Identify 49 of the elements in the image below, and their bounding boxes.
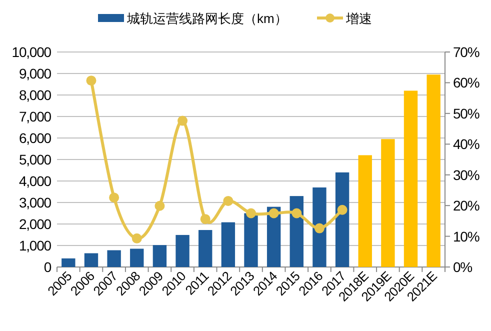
y-tick-label: 4,000	[18, 173, 52, 189]
bar	[176, 234, 190, 267]
bar	[84, 253, 98, 267]
point	[200, 214, 210, 224]
bar	[107, 250, 121, 267]
bar	[152, 245, 167, 267]
y2-tick-label: 40%	[453, 136, 480, 152]
point	[178, 116, 188, 126]
bar	[358, 155, 372, 267]
bar	[221, 222, 236, 267]
bar	[244, 213, 258, 267]
y-tick-label: 9,000	[18, 66, 52, 82]
y-tick-label: 6,000	[18, 130, 52, 146]
bar	[198, 230, 212, 267]
y-tick-label: 5,000	[18, 152, 52, 168]
point	[223, 196, 234, 206]
legend-label: 增速	[345, 11, 372, 26]
bar	[312, 187, 326, 267]
y-tick-label: 3,000	[18, 194, 52, 210]
y-tick-label: 8,000	[18, 87, 52, 103]
y2-tick-label: 70%	[453, 44, 480, 60]
point	[292, 208, 302, 218]
y-tick-label: 1,000	[18, 238, 52, 254]
y2-tick-label: 20%	[453, 198, 480, 214]
legend-label: 城轨运营线路网长度（km）	[126, 11, 288, 26]
point	[246, 208, 256, 218]
bar	[290, 196, 304, 267]
y-tick-label: 7,000	[18, 108, 52, 124]
bar	[381, 139, 395, 267]
point	[132, 233, 142, 244]
y2-tick-label: 30%	[453, 166, 480, 183]
point	[109, 192, 120, 203]
y-tick-label: 10,000	[12, 44, 52, 60]
point	[314, 223, 324, 234]
y2-tick-label: 50%	[453, 105, 480, 122]
y-tick-label: 0	[44, 259, 52, 275]
y2-tick-label: 0%	[453, 259, 472, 275]
bar	[130, 248, 144, 267]
y-tick-label: 2,000	[18, 216, 52, 232]
point	[154, 200, 165, 211]
bar	[62, 258, 76, 267]
point	[268, 208, 279, 218]
y2-tick-label: 60%	[453, 74, 480, 91]
y2-tick-label: 10%	[453, 228, 480, 244]
bar	[426, 74, 440, 267]
bar	[335, 172, 350, 267]
bar	[404, 90, 418, 267]
point	[337, 204, 348, 215]
point	[86, 76, 96, 86]
